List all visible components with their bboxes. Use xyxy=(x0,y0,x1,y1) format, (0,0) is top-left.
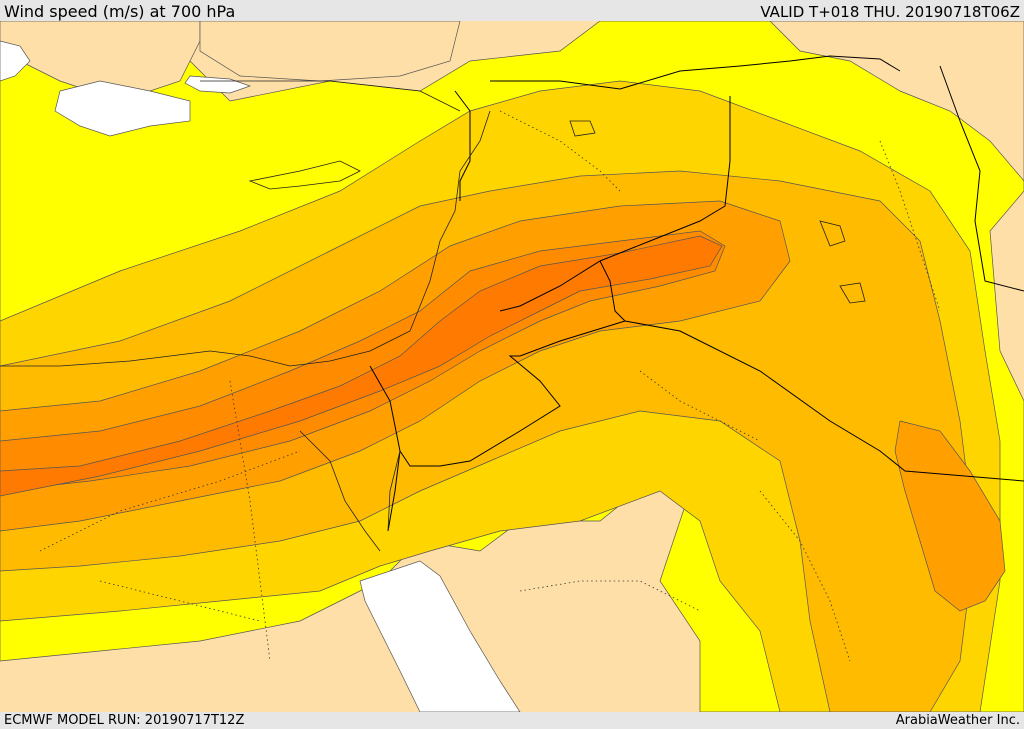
valid-time: VALID T+018 THU. 20190718T06Z xyxy=(760,3,1020,21)
weak-wind-anatolia xyxy=(199,21,461,82)
admin-borders xyxy=(39,110,941,662)
coastlines xyxy=(0,80,866,552)
wind-speed-map xyxy=(0,21,1024,712)
orange-zone-east xyxy=(894,420,1006,612)
model-run-label: ECMWF MODEL RUN: 20190717T12Z xyxy=(4,713,245,728)
wind-core xyxy=(0,235,723,497)
weak-wind-northeast xyxy=(769,21,1024,182)
map-canvas xyxy=(0,21,1024,712)
map-title: Wind speed (m/s) at 700 hPa xyxy=(4,2,236,21)
sea-aegean xyxy=(54,80,191,137)
bottom-info-bar: ECMWF MODEL RUN: 20190717T12Z ArabiaWeat… xyxy=(0,712,1024,729)
credit-label: ArabiaWeather Inc. xyxy=(895,713,1020,728)
sea-black-sea xyxy=(184,75,252,94)
sea-red-sea xyxy=(359,560,521,712)
sea-nw-corner xyxy=(0,40,31,82)
top-title-bar: Wind speed (m/s) at 700 hPa VALID T+018 … xyxy=(0,0,1024,21)
